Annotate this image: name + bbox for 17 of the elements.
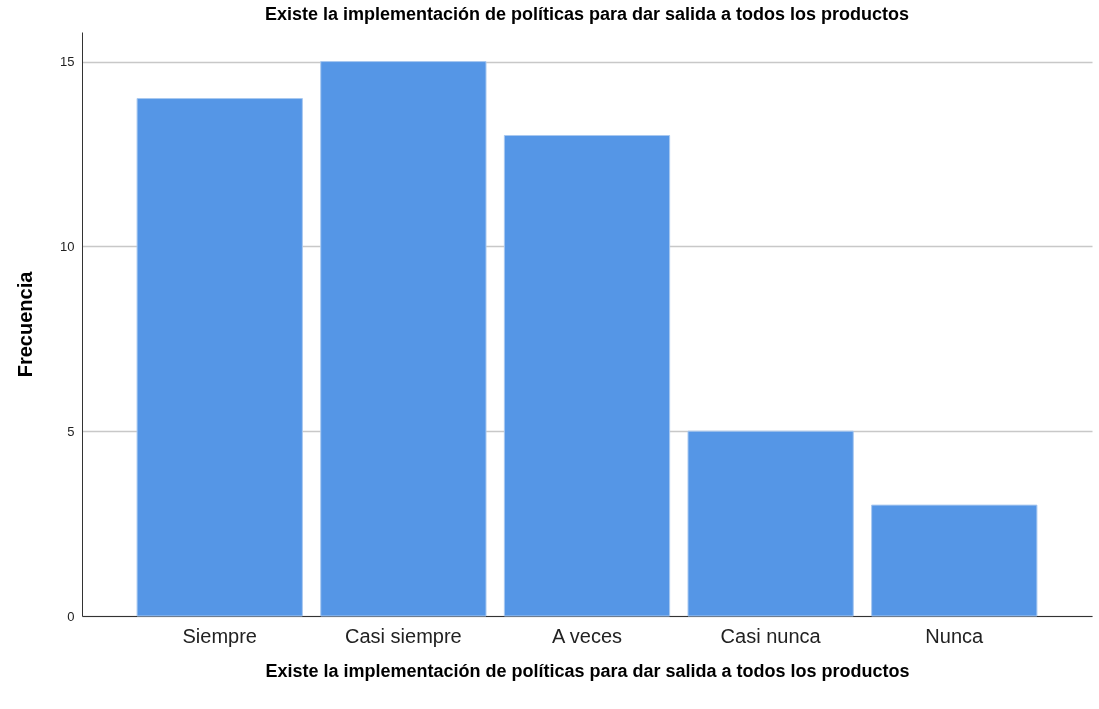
x-tick-label: Nunca xyxy=(925,624,985,647)
y-tick-label: 0 xyxy=(67,608,75,624)
bar xyxy=(503,134,671,617)
x-axis-title: Existe la implementación de políticas para dar salida a todos los productos xyxy=(265,660,910,681)
bar xyxy=(687,430,854,617)
y-axis-title: Frecuencia xyxy=(14,270,37,378)
bar xyxy=(136,98,303,617)
y-tick-label: 15 xyxy=(60,54,75,70)
x-tick-label: Casi siempre xyxy=(345,624,462,647)
bar xyxy=(320,61,487,617)
y-tick-label: 10 xyxy=(60,238,75,254)
x-tick-label: Casi nunca xyxy=(720,624,822,647)
y-tick-label: 5 xyxy=(67,423,75,439)
x-tick-label: A veces xyxy=(551,624,623,647)
x-tick-label: Siempre xyxy=(182,624,257,647)
chart-title: Existe la implementación de políticas para dar salida a todos los productos xyxy=(264,4,910,24)
bar xyxy=(871,504,1038,617)
